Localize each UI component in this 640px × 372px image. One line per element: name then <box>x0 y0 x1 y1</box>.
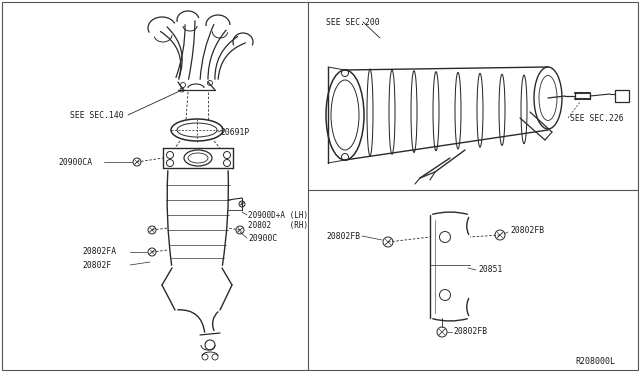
Text: 20802FB: 20802FB <box>326 231 360 241</box>
Text: 20802F: 20802F <box>82 260 111 269</box>
Text: R208000L: R208000L <box>575 357 615 366</box>
Text: 20802FB: 20802FB <box>453 327 487 337</box>
Text: 20802FA: 20802FA <box>82 247 116 257</box>
Text: SEE SEC.200: SEE SEC.200 <box>326 17 380 26</box>
Text: 20900D+A (LH): 20900D+A (LH) <box>248 211 308 219</box>
Text: 20802FB: 20802FB <box>510 225 544 234</box>
Text: 20851: 20851 <box>478 266 502 275</box>
Text: 20802    (RH): 20802 (RH) <box>248 221 308 230</box>
Text: 20691P: 20691P <box>220 128 249 137</box>
Bar <box>615 90 629 102</box>
Text: 20900C: 20900C <box>248 234 277 243</box>
Text: SEE SEC.140: SEE SEC.140 <box>70 110 124 119</box>
Text: 20900CA: 20900CA <box>58 157 92 167</box>
Text: SEE SEC.226: SEE SEC.226 <box>570 113 623 122</box>
